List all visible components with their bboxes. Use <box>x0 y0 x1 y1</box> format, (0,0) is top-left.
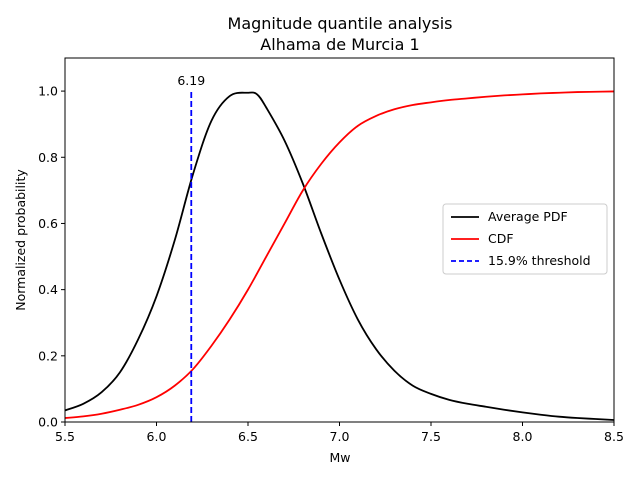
legend-label-cdf: CDF <box>488 231 514 246</box>
x-tick-label: 5.5 <box>55 429 75 444</box>
y-tick-label: 0.4 <box>38 282 58 297</box>
y-axis-label: Normalized probability <box>13 169 28 311</box>
series-line-average-pdf <box>65 91 614 421</box>
x-ticks: 5.5 6.0 6.5 7.0 7.5 8.0 8.5 <box>55 422 624 444</box>
x-tick-label: 7.0 <box>330 429 350 444</box>
annotations: 6.19 <box>177 73 205 88</box>
x-tick-label: 8.5 <box>604 429 624 444</box>
series-line-cdf <box>65 90 614 419</box>
x-tick-label: 8.0 <box>513 429 533 444</box>
legend: Average PDF CDF 15.9% threshold <box>442 203 608 275</box>
legend-box <box>442 203 608 275</box>
threshold-value-annotation: 6.19 <box>177 73 205 88</box>
chart-title-line-1: Magnitude quantile analysis <box>228 14 453 33</box>
y-tick-label: 0.6 <box>38 216 58 231</box>
y-ticks: 0.0 0.2 0.4 0.6 0.8 1.0 <box>38 84 65 430</box>
x-tick-label: 6.5 <box>238 429 258 444</box>
x-axis-label: Mw <box>329 450 350 465</box>
x-tick-label: 7.5 <box>421 429 441 444</box>
chart-title-line-2: Alhama de Murcia 1 <box>260 35 419 54</box>
y-tick-label: 0.8 <box>38 150 58 165</box>
y-tick-label: 0.0 <box>38 415 58 430</box>
y-tick-label: 1.0 <box>38 84 58 99</box>
plot-frame <box>64 57 615 423</box>
y-tick-label: 0.2 <box>38 348 58 363</box>
x-tick-label: 6.0 <box>147 429 167 444</box>
legend-label-average-pdf: Average PDF <box>488 209 568 224</box>
legend-label-threshold: 15.9% threshold <box>488 253 591 268</box>
series-group <box>65 90 614 422</box>
